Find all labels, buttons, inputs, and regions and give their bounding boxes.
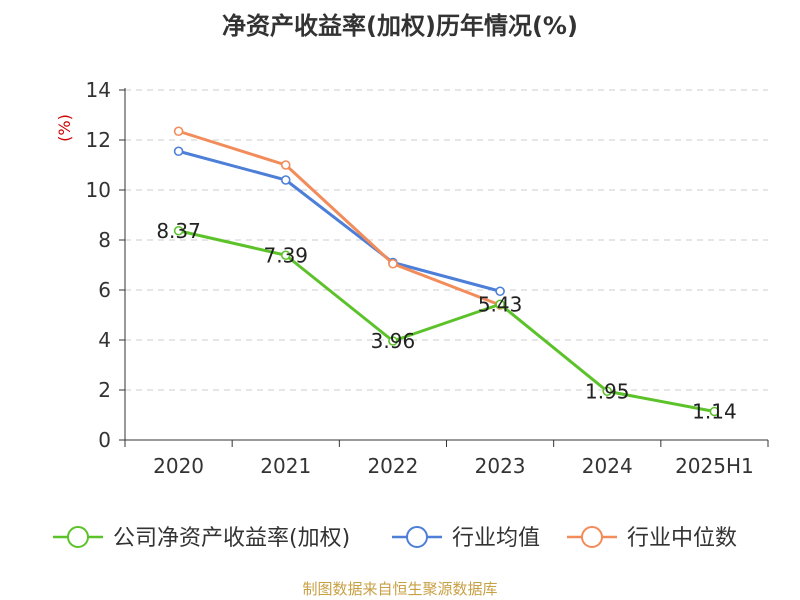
- data-point: [280, 175, 291, 185]
- legend-label: 行业中位数: [627, 526, 737, 551]
- data-point: [173, 126, 184, 137]
- legend-item-2: 行业中位数: [567, 526, 737, 551]
- data-label: 5.43: [478, 292, 523, 316]
- x-tick-label: 2023: [475, 454, 526, 478]
- data-labels: 8.37 7.39 3.96 5.43 1.95 1.14: [156, 219, 736, 424]
- data-label: 1.95: [585, 379, 630, 403]
- legend-marker: [581, 526, 603, 548]
- legend-item-0: 公司净资产收益率(加权): [53, 526, 350, 551]
- legend-marker: [406, 526, 428, 548]
- data-label: 3.96: [371, 329, 416, 353]
- data-point: [388, 336, 398, 346]
- data-label: 8.37: [156, 219, 201, 243]
- series-line: [178, 149, 501, 293]
- x-tick-label: 2020: [153, 454, 204, 478]
- data-point: [495, 299, 505, 310]
- legend-item-1: 行业均值: [392, 526, 540, 551]
- y-axis-label: (%): [55, 114, 74, 142]
- series: [173, 126, 720, 417]
- source-note: 制图数据来自恒生聚源数据库: [302, 580, 498, 598]
- x-tick-label: 2022: [367, 454, 418, 478]
- series-line: [178, 229, 715, 413]
- y-tick-label: 2: [98, 378, 111, 402]
- x-tick-label: 2021: [260, 454, 311, 478]
- chart-title: 净资产收益率(加权)历年情况(%): [222, 12, 578, 40]
- series-0: [173, 225, 720, 417]
- data-point: [173, 225, 184, 236]
- y-tick-label: 4: [98, 328, 111, 352]
- legend: 公司净资产收益率(加权) 行业均值 行业中位数: [53, 526, 737, 551]
- axes: 0 2 4 6 8 10 12 14 2020 2021 2022 2023 2024 2025H1: [86, 78, 769, 478]
- data-point: [709, 406, 720, 417]
- y-tick-label: 8: [98, 228, 111, 252]
- data-label: 1.14: [692, 400, 737, 424]
- data-point: [280, 250, 291, 261]
- y-tick-label: 14: [86, 78, 111, 102]
- legend-label: 行业均值: [452, 526, 540, 551]
- series-1: [173, 146, 505, 297]
- data-point: [495, 286, 505, 297]
- data-point: [280, 160, 291, 170]
- x-tick-label: 2024: [582, 454, 633, 478]
- series-2: [173, 126, 505, 310]
- series-line: [178, 129, 501, 307]
- data-point: [602, 386, 613, 397]
- data-label: 7.39: [263, 243, 308, 267]
- legend-label: 公司净资产收益率(加权): [113, 526, 350, 551]
- y-tick-label: 10: [86, 178, 111, 202]
- grid-lines: [125, 89, 768, 391]
- data-point: [173, 146, 184, 157]
- legend-marker: [67, 526, 89, 548]
- data-point: [388, 258, 398, 269]
- y-tick-label: 6: [98, 278, 111, 302]
- y-tick-label: 12: [86, 128, 111, 152]
- x-tick-label: 2025H1: [675, 454, 754, 478]
- y-tick-label: 0: [98, 428, 111, 452]
